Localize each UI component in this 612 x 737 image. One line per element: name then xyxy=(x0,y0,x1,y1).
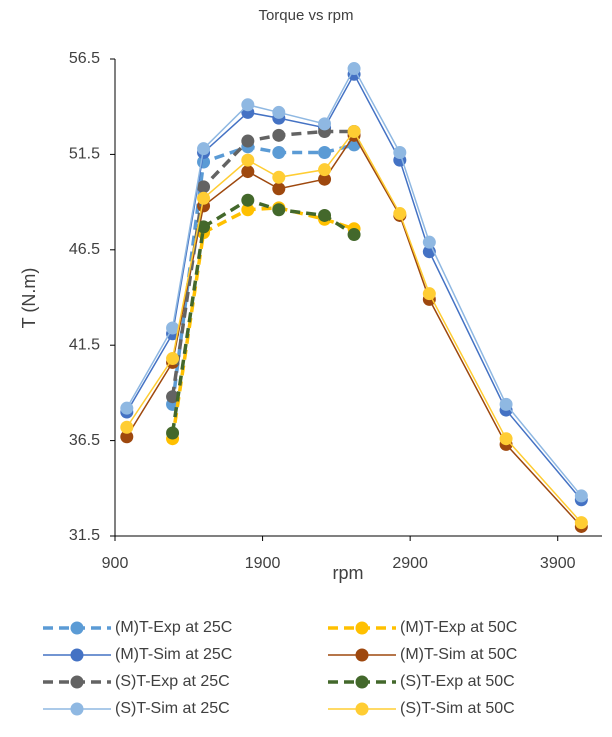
point xyxy=(241,98,255,112)
x-tick-label: 1900 xyxy=(245,555,281,572)
point xyxy=(499,432,513,446)
legend-marker xyxy=(355,702,369,716)
legend-marker xyxy=(355,648,369,662)
point xyxy=(393,145,407,159)
point xyxy=(120,430,134,444)
legend-label: (M)T-Exp at 25C xyxy=(115,619,232,636)
point xyxy=(347,62,361,76)
legend-marker xyxy=(355,675,369,689)
point xyxy=(197,191,211,205)
point xyxy=(120,401,134,415)
point xyxy=(347,125,361,139)
legend-marker xyxy=(70,675,84,689)
legend-label: (M)T-Exp at 50C xyxy=(400,619,517,636)
legend-label: (M)T-Sim at 50C xyxy=(400,646,517,663)
legend-label: (M)T-Sim at 25C xyxy=(115,646,232,663)
y-tick-label: 56.5 xyxy=(69,50,100,67)
legend-marker xyxy=(70,648,84,662)
point xyxy=(318,145,332,159)
legend-marker xyxy=(355,621,369,635)
y-tick-label: 36.5 xyxy=(69,432,100,449)
point xyxy=(422,287,436,301)
series-line xyxy=(126,130,582,524)
point xyxy=(318,163,332,177)
point xyxy=(241,193,255,207)
point xyxy=(393,207,407,221)
point xyxy=(318,208,332,222)
point xyxy=(272,145,286,159)
point xyxy=(272,203,286,217)
point xyxy=(241,153,255,167)
legend-marker xyxy=(70,621,84,635)
chart-title: Torque vs rpm xyxy=(258,7,353,24)
legend-label: (S)T-Sim at 25C xyxy=(115,700,230,717)
point xyxy=(272,128,286,142)
y-tick-label: 31.5 xyxy=(69,527,100,544)
x-tick-label: 2900 xyxy=(392,555,428,572)
point xyxy=(197,142,211,156)
point xyxy=(241,165,255,179)
legend-label: (S)T-Exp at 25C xyxy=(115,673,230,690)
legend-label: (S)T-Exp at 50C xyxy=(400,673,515,690)
point xyxy=(272,105,286,119)
point xyxy=(197,180,211,194)
x-tick-label: 3900 xyxy=(540,555,576,572)
legend-marker xyxy=(70,702,84,716)
point xyxy=(499,397,513,411)
point xyxy=(241,203,255,217)
point xyxy=(166,321,180,335)
y-tick-label: 41.5 xyxy=(69,336,100,353)
point xyxy=(166,426,180,440)
point xyxy=(241,134,255,148)
point xyxy=(574,489,588,503)
x-tick-label: 900 xyxy=(102,555,129,572)
point xyxy=(422,235,436,249)
y-tick-label: 51.5 xyxy=(69,146,100,163)
point xyxy=(120,420,134,434)
point xyxy=(272,170,286,184)
y-axis-label: T (N.m) xyxy=(19,268,39,329)
point xyxy=(272,182,286,196)
point xyxy=(166,352,180,366)
point xyxy=(318,172,332,186)
point xyxy=(347,228,361,242)
point xyxy=(318,117,332,131)
point xyxy=(574,516,588,530)
x-axis-label: rpm xyxy=(333,563,364,583)
y-tick-label: 46.5 xyxy=(69,241,100,258)
legend-label: (S)T-Sim at 50C xyxy=(400,700,515,717)
point xyxy=(197,220,211,234)
